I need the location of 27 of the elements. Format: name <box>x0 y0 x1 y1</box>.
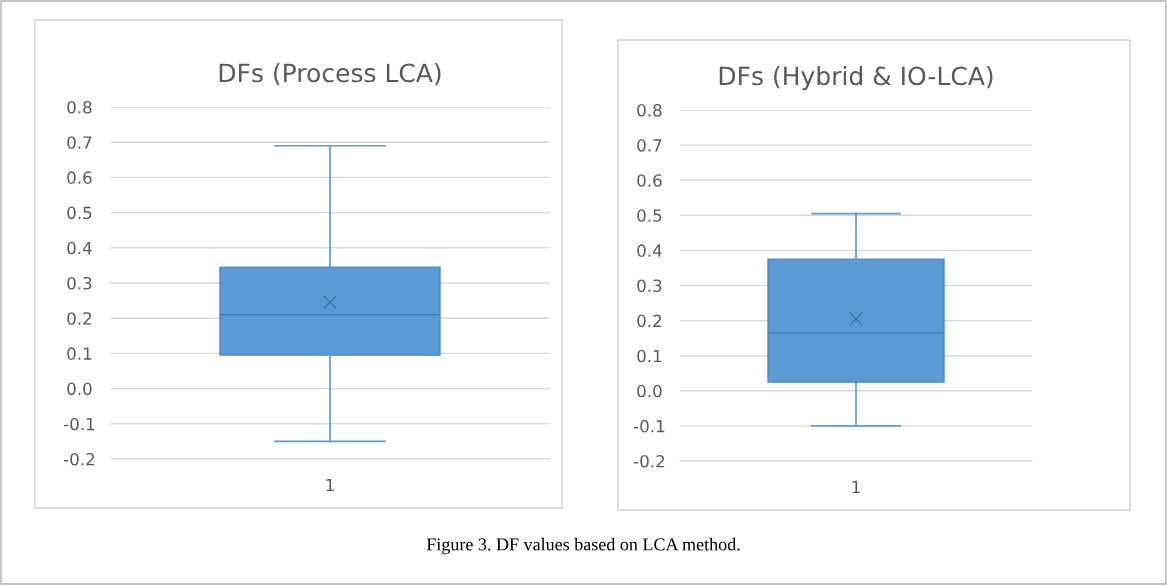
y-tick-label: 0.1 <box>637 349 662 363</box>
y-tick-label: -0.1 <box>64 417 95 431</box>
chart-title: DFs (Process LCA) <box>219 63 441 86</box>
y-tick-label: 0.3 <box>67 276 92 290</box>
x-tick-label: 1 <box>326 478 334 492</box>
y-tick-label: 0.7 <box>637 139 662 152</box>
y-tick-label: -0.2 <box>64 452 95 466</box>
y-tick-label: 0.4 <box>67 241 92 255</box>
y-tick-label: 0.6 <box>67 171 92 184</box>
y-tick-label: 0.4 <box>637 244 662 257</box>
y-tick-label: 0.5 <box>637 209 662 222</box>
y-tick-label: 0.1 <box>67 347 92 360</box>
y-tick-label: 0.7 <box>67 136 92 149</box>
y-tick-label: -0.2 <box>634 454 665 468</box>
y-tick-label: 0.0 <box>67 382 92 396</box>
caption: Figure 3. DF values based on LCA method. <box>426 537 740 555</box>
y-tick-label: -0.1 <box>634 419 665 433</box>
y-tick-label: 0.8 <box>67 100 92 114</box>
y-tick-label: 0.6 <box>637 174 662 187</box>
y-tick-label: 0.2 <box>67 312 92 325</box>
x-tick-label: 1 <box>852 480 860 494</box>
chart-title: DFs (Hybrid & IO-LCA) <box>719 66 993 91</box>
y-tick-label: 0.0 <box>637 384 662 398</box>
y-tick-label: 0.5 <box>67 206 92 220</box>
y-tick-label: 0.3 <box>637 279 662 293</box>
y-tick-label: 0.8 <box>637 103 662 117</box>
y-tick-label: 0.2 <box>637 314 662 328</box>
